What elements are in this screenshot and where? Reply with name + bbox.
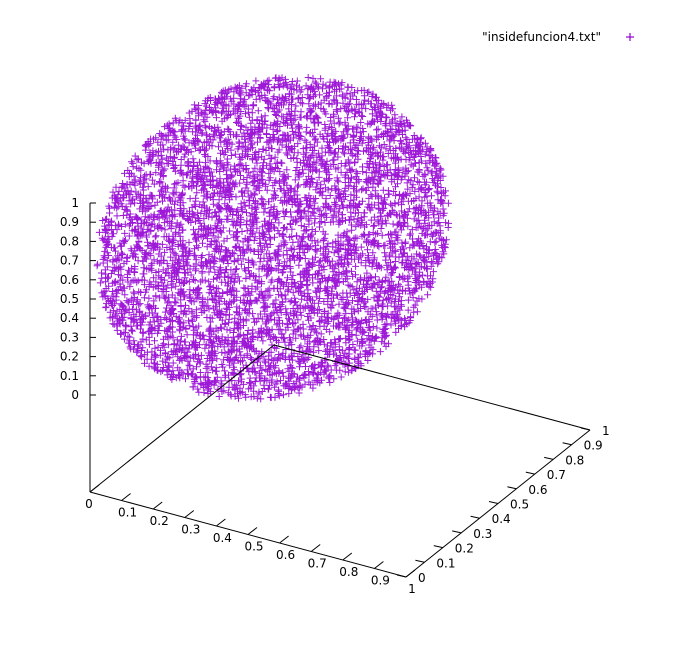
y-tick-label: 1 xyxy=(602,424,610,438)
x-tick-label: 0.4 xyxy=(213,531,232,545)
x-tick-mark xyxy=(121,493,131,501)
x-tick-mark xyxy=(247,527,258,535)
y-tick-mark xyxy=(396,574,407,578)
x-tick-mark xyxy=(405,569,416,578)
z-tick-label: 0.1 xyxy=(60,369,79,383)
y-tick-label: 0.8 xyxy=(565,453,584,467)
y-tick-label: 0.4 xyxy=(492,512,511,526)
y-tick-label: 0.3 xyxy=(473,527,492,541)
z-tick-label: 0.4 xyxy=(60,311,79,325)
x-tick-mark xyxy=(310,544,321,552)
x-tick-mark xyxy=(184,510,195,518)
y-axis-back-line xyxy=(89,344,275,493)
x-tick-label: 0.6 xyxy=(276,548,295,562)
x-tick-label: 0.8 xyxy=(339,565,358,579)
x-tick-mark xyxy=(374,561,384,569)
x-tick-mark xyxy=(152,501,163,510)
y-tick-label: 0 xyxy=(418,571,426,585)
y-tick-mark xyxy=(562,442,572,446)
x-tick-mark xyxy=(342,552,353,561)
x-tick-label: 0.9 xyxy=(371,574,390,588)
x-tick-label: 0.5 xyxy=(244,540,263,554)
x-tick-label: 0.3 xyxy=(181,523,200,537)
y-tick-mark xyxy=(415,559,425,563)
y-tick-mark xyxy=(507,486,517,490)
x-tick-label: 0 xyxy=(85,497,93,511)
y-axis-back-line-2 xyxy=(273,344,591,431)
x-tick-label: 1 xyxy=(408,582,416,596)
y-tick-mark xyxy=(488,501,499,504)
y-tick-label: 0.9 xyxy=(584,439,603,453)
x-tick-label: 0.2 xyxy=(150,514,169,528)
x-tick-label: 0.7 xyxy=(308,557,327,571)
legend-entry-marker xyxy=(626,33,634,41)
z-tick-label: 0.7 xyxy=(60,254,79,268)
z-tick-label: 0.5 xyxy=(60,292,79,306)
z-tick-label: 0.8 xyxy=(60,234,79,248)
x-tick-mark xyxy=(89,484,100,493)
z-tick-label: 1 xyxy=(71,196,79,210)
z-tick-label: 0.2 xyxy=(60,350,79,364)
data-point-markers xyxy=(93,74,452,403)
x-tick-mark xyxy=(216,518,226,527)
y-tick-label: 0.2 xyxy=(455,542,474,556)
legend-entry-label: "insidefuncion4.txt" xyxy=(482,30,601,44)
y-tick-label: 0.7 xyxy=(547,468,566,482)
y-tick-mark xyxy=(433,545,443,549)
y-tick-mark xyxy=(544,456,554,460)
legend: "insidefuncion4.txt" xyxy=(482,30,634,44)
y-tick-mark xyxy=(580,427,591,431)
z-ticks: 0 0.1 0.2 0.3 0.4 0.5 0.6 0.7 0.8 0.9 1 xyxy=(60,196,96,402)
y-tick-mark xyxy=(452,530,462,534)
y-ticks: 0 0.10.20.30.40.50.60.70.80.91 xyxy=(396,424,610,585)
y-tick-label: 0.5 xyxy=(510,498,529,512)
axes: 00.10.20.30.40.50.60.70.80.91 00.10.20.3… xyxy=(60,196,610,596)
z-tick-label: 0.3 xyxy=(60,330,79,344)
x-tick-label: 0.1 xyxy=(118,506,137,520)
x-ticks: 0 0.1 0.2 0.3 0.4 0.5 0.6 0.7 0.8 0.9 1 xyxy=(85,484,416,596)
y-tick-label: 0.1 xyxy=(436,556,455,570)
y-tick-mark xyxy=(525,471,535,475)
x-tick-mark xyxy=(279,535,289,544)
y-tick-mark xyxy=(470,515,480,519)
data-points xyxy=(93,74,452,403)
z-tick-label: 0 xyxy=(71,388,79,402)
y-tick-label: 0.6 xyxy=(528,483,547,497)
z-tick-label: 0.6 xyxy=(60,273,79,287)
z-tick-label: 0.9 xyxy=(60,215,79,229)
